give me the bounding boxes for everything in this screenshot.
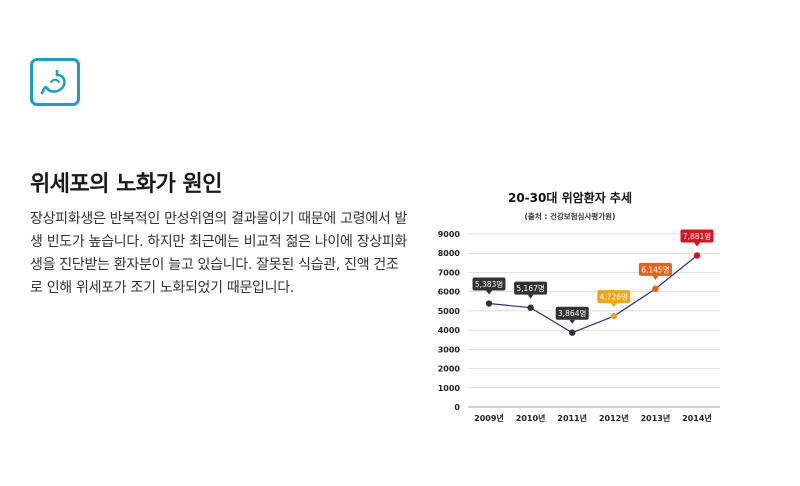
data-label-pointer — [486, 290, 492, 295]
data-label-pointer — [610, 303, 617, 308]
grid-layer: 9000 8000 7000 6000 5000 4000 3000 2000 1000 0 200… — [438, 230, 720, 423]
y-tick-label: 5000 — [438, 307, 461, 316]
x-tick-label: 2009년 — [474, 413, 504, 423]
data-point — [485, 300, 493, 307]
trend-chart: 20-30대 위암환자 추세 (출처 : 건강보험심사평가원) 9000 8000… — [420, 186, 720, 436]
data-point — [527, 304, 534, 311]
data-label-pointer — [694, 242, 700, 247]
x-tick-label: 2010년 — [516, 413, 546, 423]
stomach-icon — [40, 69, 66, 95]
x-tick-label: 2014년 — [682, 413, 712, 423]
data-label: 5,167명 — [516, 283, 544, 293]
x-tick-label: 2012년 — [599, 413, 629, 423]
data-label-box — [472, 277, 506, 291]
data-point — [569, 329, 576, 336]
x-tick-label: 2013년 — [641, 413, 671, 423]
x-tick-label: 2011년 — [557, 413, 587, 423]
y-tick-label: 3000 — [438, 345, 461, 354]
data-label: 5,383명 — [475, 279, 503, 289]
y-tick-label: 0 — [454, 403, 460, 412]
y-tick-label: 9000 — [438, 230, 461, 239]
y-tick-label: 7000 — [438, 268, 461, 277]
section-title: 위세포의 노화가 원인 — [30, 172, 222, 197]
data-label-box — [638, 262, 672, 276]
chart-svg: 20-30대 위암환자 추세 (출처 : 건강보험심사평가원) 9000 8000… — [438, 190, 720, 423]
data-label: 3,864명 — [558, 308, 586, 318]
data-point — [652, 285, 659, 293]
data-label-box — [597, 290, 631, 304]
data-label-pointer — [569, 319, 576, 324]
data-point — [610, 312, 617, 320]
y-tick-label: 8000 — [438, 249, 461, 258]
chart-title: 20-30대 위암환자 추세 — [508, 190, 632, 205]
data-label: 4,726명 — [600, 292, 628, 302]
series-line — [488, 255, 698, 334]
data-label-box — [555, 306, 589, 320]
data-label-box — [514, 281, 548, 295]
chart-subtitle: (출처 : 건강보험심사평가원) — [525, 211, 616, 221]
data-label-pointer — [652, 275, 659, 280]
point-layer — [485, 252, 701, 336]
data-label-pointer — [527, 294, 534, 299]
section-body: 장상피화생은 반복적인 만성위염의 결과물이기 때문에 고령에서 발생 빈도가 … — [30, 211, 408, 296]
data-label: 6,145명 — [641, 264, 669, 274]
line-layer — [488, 255, 698, 334]
data-label-layer: 5,383명 5,167명 3,864명 4,726명 6,145명 7,881명 — [472, 229, 714, 324]
data-label: 7,881명 — [683, 231, 711, 241]
y-tick-label: 6000 — [438, 288, 461, 297]
stomach-icon-frame — [30, 58, 80, 106]
y-tick-label: 1000 — [438, 384, 461, 393]
data-point — [693, 252, 701, 259]
y-tick-label: 4000 — [438, 326, 461, 335]
y-tick-label: 2000 — [438, 365, 461, 374]
data-label-box — [680, 229, 714, 243]
